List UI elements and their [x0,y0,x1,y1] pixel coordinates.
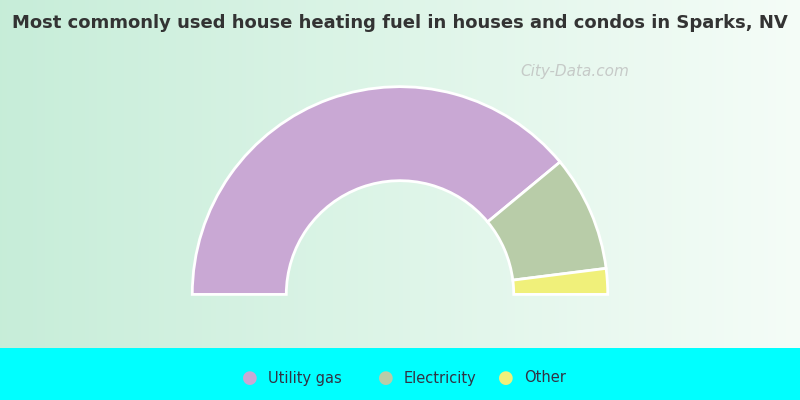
Wedge shape [488,162,606,280]
Text: Utility gas: Utility gas [268,370,342,386]
Wedge shape [192,87,560,294]
Wedge shape [513,268,608,294]
Text: Other: Other [524,370,566,386]
Text: Most commonly used house heating fuel in houses and condos in Sparks, NV: Most commonly used house heating fuel in… [12,14,788,32]
Text: City-Data.com: City-Data.com [521,64,630,79]
Text: ●: ● [498,369,514,387]
Text: Electricity: Electricity [404,370,477,386]
Text: ●: ● [378,369,394,387]
Text: ●: ● [242,369,258,387]
